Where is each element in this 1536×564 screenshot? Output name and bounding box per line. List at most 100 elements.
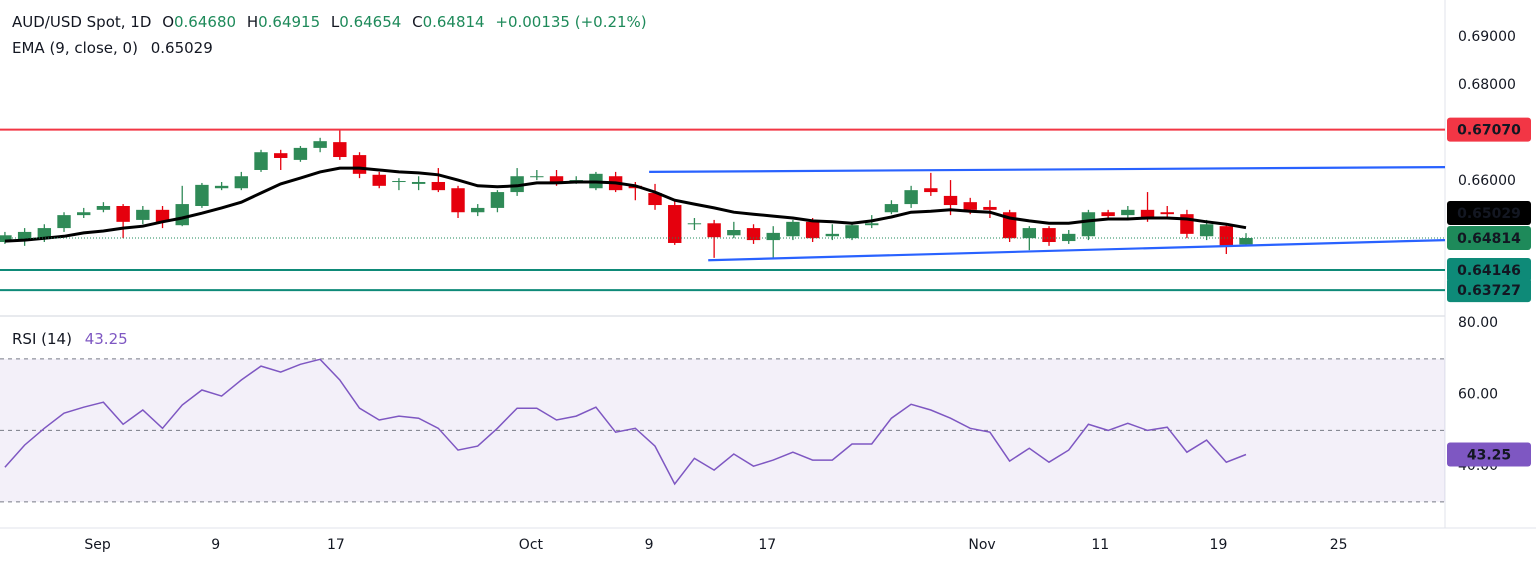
candle-body — [0, 235, 12, 243]
candle-body — [352, 155, 367, 174]
candle-body — [727, 230, 741, 236]
candle-body — [1199, 224, 1214, 237]
candle-body — [411, 181, 426, 184]
candle-body — [963, 202, 977, 210]
candle-body — [1140, 209, 1155, 219]
candle-body — [313, 141, 327, 148]
rsi-name: RSI (14) — [12, 330, 72, 348]
candle-body — [904, 190, 918, 205]
trend-line — [708, 238, 1446, 262]
ema-tag: 0.65029 — [1457, 206, 1521, 222]
candle-body — [549, 176, 564, 183]
x-tick-label: 17 — [327, 537, 345, 553]
candle-body — [57, 215, 71, 229]
candle-body — [392, 181, 406, 183]
candle-body — [1101, 212, 1115, 217]
close-tag: 0.64814 — [1457, 231, 1521, 247]
candle-body — [1160, 212, 1174, 215]
x-tick-label: Oct — [519, 537, 544, 553]
candle-body — [766, 232, 780, 241]
candle-body — [668, 205, 682, 243]
y-tick-label: 80.00 — [1458, 315, 1498, 331]
candle-body — [274, 153, 288, 158]
readout-label: O — [162, 13, 174, 31]
candle-body — [1022, 228, 1037, 239]
level-tag-box — [1447, 117, 1531, 142]
rsi-tag-box — [1447, 442, 1531, 467]
level-tag: 0.64146 — [1457, 263, 1521, 279]
candle-body — [865, 223, 879, 226]
level-tag-box — [1447, 258, 1531, 283]
level-tag-box — [1447, 278, 1531, 303]
candle-body — [648, 193, 662, 206]
close-tag-box — [1447, 225, 1531, 250]
candle-body — [333, 142, 347, 158]
candle-body — [155, 209, 170, 222]
candle-body — [471, 207, 485, 213]
candle-body — [530, 176, 544, 178]
x-tick-label: 9 — [211, 537, 220, 553]
x-tick-label: 9 — [645, 537, 654, 553]
y-tick-label: 60.00 — [1458, 387, 1498, 403]
candle-body — [254, 152, 268, 170]
candle-body — [1081, 212, 1096, 237]
candle-body — [1239, 237, 1253, 245]
x-tick-label: 17 — [758, 537, 776, 553]
candle-body — [805, 221, 820, 239]
candle-body — [431, 181, 446, 191]
candle-body — [707, 223, 721, 238]
candle-body — [293, 147, 308, 160]
rsi-line — [4, 358, 1247, 486]
readout-label: H — [247, 13, 258, 31]
change: +0.00135 (+0.21%) — [495, 13, 646, 31]
candle-body — [1180, 214, 1194, 234]
ema-tag-box — [1447, 200, 1531, 225]
y-tick-label: 0.66000 — [1458, 173, 1516, 189]
candle-body — [1121, 209, 1135, 216]
readout-label: C — [412, 13, 422, 31]
x-tick-label: 25 — [1330, 537, 1348, 553]
candle-body — [687, 223, 702, 225]
ema-line — [4, 166, 1247, 243]
x-tick-label: Nov — [968, 537, 995, 553]
y-tick-label: 0.68000 — [1458, 77, 1516, 93]
candle-body — [490, 192, 505, 208]
candle-body — [1042, 228, 1056, 243]
candle-body — [214, 185, 229, 189]
y-tick-label: 0.69000 — [1458, 29, 1516, 45]
candle-body — [175, 204, 189, 226]
rsi-readout: 43.25 — [85, 330, 128, 348]
candle-body — [372, 174, 386, 186]
candle-body — [924, 188, 938, 193]
x-tick-label: 11 — [1091, 537, 1109, 553]
candle-body — [510, 176, 524, 193]
ema-name: EMA (9, close, 0) — [12, 39, 138, 57]
readout-value: 0.64680 — [174, 13, 236, 31]
candle-body — [234, 176, 249, 189]
readout-value: 0.64814 — [423, 13, 485, 31]
candle-body — [77, 212, 91, 216]
header: AUD/USD Spot, 1D O0.64680 H0.64915 L0.64… — [12, 13, 647, 31]
level-tag: 0.63727 — [1457, 283, 1521, 299]
ema-header: EMA (9, close, 0) 0.65029 — [12, 39, 213, 57]
candle-body — [136, 209, 150, 220]
candle-body — [1062, 233, 1076, 242]
candle-body — [116, 205, 130, 222]
candle-body — [786, 221, 800, 237]
ema-readout: 0.65029 — [151, 39, 213, 57]
candle-body — [17, 231, 32, 241]
candle-body — [451, 188, 465, 213]
x-tick-label: 19 — [1210, 537, 1228, 553]
level-tag: 0.67070 — [1457, 123, 1521, 139]
x-tick-label: Sep — [84, 537, 111, 553]
candle-body — [195, 184, 209, 206]
rsi-header: RSI (14) 43.25 — [12, 330, 128, 348]
readout-value: 0.64915 — [258, 13, 320, 31]
candle-body — [1219, 226, 1234, 246]
candle-body — [825, 233, 840, 237]
candle-body — [845, 225, 859, 239]
readout-label: L — [331, 13, 340, 31]
trend-line — [649, 166, 1446, 174]
